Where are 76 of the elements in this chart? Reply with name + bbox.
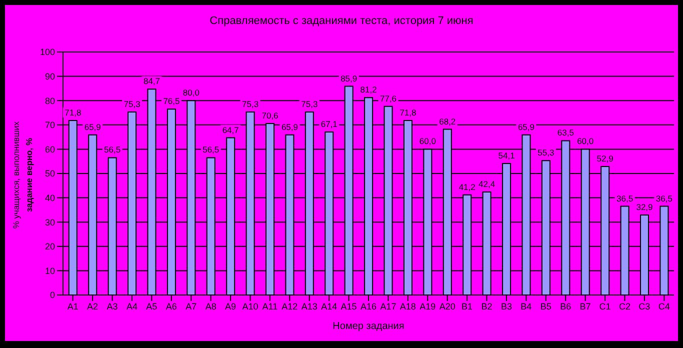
y-tick-label: 60	[44, 144, 55, 154]
data-label: 65,9	[518, 122, 535, 132]
data-label: 71,8	[64, 108, 82, 118]
x-tick-label: A12	[282, 301, 298, 312]
data-label: 81,2	[360, 84, 378, 95]
data-label: 41,2	[458, 182, 476, 192]
y-tick-label: 0	[50, 290, 55, 300]
x-tick-label: C1	[599, 301, 611, 312]
data-label: 71,8	[400, 108, 417, 118]
x-tick-label: A19	[420, 301, 436, 312]
y-tick-label: 10	[44, 266, 55, 276]
x-tick-label: A15	[340, 301, 357, 312]
x-tick-label: A2	[87, 301, 98, 312]
data-label: 54,1	[498, 150, 516, 161]
x-tick-label: A16	[360, 301, 377, 312]
x-tick-label: A9	[225, 301, 236, 312]
data-label: 36,5	[616, 193, 634, 204]
x-axis-title: Номер задания	[332, 321, 404, 332]
x-tick-label: A6	[166, 301, 177, 312]
data-label: 75,3	[242, 99, 259, 110]
data-label: 68,2	[439, 116, 456, 126]
x-tick-label: B1	[462, 301, 473, 312]
y-axis-title: % учащихся, выполнивших задание верно, %	[11, 120, 34, 229]
data-label: 80,0	[182, 88, 200, 98]
x-tick-label: A7	[186, 301, 197, 312]
x-tick-label: A10	[242, 301, 258, 312]
x-tick-label: B3	[500, 301, 512, 312]
x-tick-label: A4	[126, 301, 138, 312]
x-tick-label: A8	[205, 301, 216, 312]
data-label: 60,0	[419, 136, 436, 146]
data-label: 64,7	[222, 124, 240, 135]
data-label: 76,5	[163, 96, 180, 106]
x-tick-label: A18	[400, 301, 416, 312]
x-tick-label: A5	[146, 301, 158, 312]
data-label: 52,9	[596, 153, 614, 164]
x-tick-label: B2	[481, 301, 492, 312]
data-label: 85,9	[340, 73, 358, 84]
y-tick-label: 70	[44, 120, 55, 130]
x-tick-label: A1	[67, 301, 78, 312]
y-tick-label: 40	[44, 192, 55, 203]
data-label: 32,9	[636, 202, 654, 212]
x-tick-label: A11	[262, 301, 278, 312]
data-label: 56,5	[202, 144, 220, 155]
x-tick-label: A14	[321, 301, 338, 312]
y-tick-label: 80	[44, 96, 55, 106]
data-label: 70,6	[262, 110, 279, 120]
x-tick-label: A13	[301, 301, 318, 312]
y-tick-label: 20	[44, 242, 55, 252]
y-tick-label: 90	[44, 71, 55, 82]
data-label: 60,0	[577, 136, 594, 146]
x-tick-label: B5	[540, 301, 552, 312]
data-label: 77,6	[380, 93, 397, 104]
data-label: 36,5	[656, 193, 673, 204]
data-label: 63,5	[557, 128, 574, 138]
x-tick-label: B4	[520, 301, 532, 312]
x-tick-label: B7	[580, 301, 591, 312]
data-label: 75,3	[301, 99, 318, 110]
y-tick-label: 50	[44, 168, 55, 179]
data-label: 75,3	[124, 99, 141, 110]
data-label: 56,5	[104, 144, 121, 155]
data-label: 65,9	[84, 122, 102, 132]
data-label: 67,1	[320, 118, 338, 129]
x-tick-label: A3	[106, 301, 118, 312]
data-label: 65,9	[281, 122, 298, 132]
x-tick-label: C4	[658, 301, 670, 312]
y-tick-label: 30	[44, 217, 55, 228]
y-tick-label: 100	[40, 47, 55, 58]
x-tick-label: C2	[618, 301, 630, 312]
data-label: 84,7	[143, 76, 160, 86]
chart-title: Справляемость с заданиями теста, история 7 июня	[208, 15, 474, 27]
x-tick-label: A17	[380, 301, 396, 312]
data-label: 55,3	[538, 148, 554, 158]
data-label: 42,4	[478, 178, 496, 189]
x-tick-label: C3	[638, 301, 650, 312]
x-tick-label: A20	[439, 301, 456, 312]
x-tick-label: B6	[560, 301, 572, 312]
